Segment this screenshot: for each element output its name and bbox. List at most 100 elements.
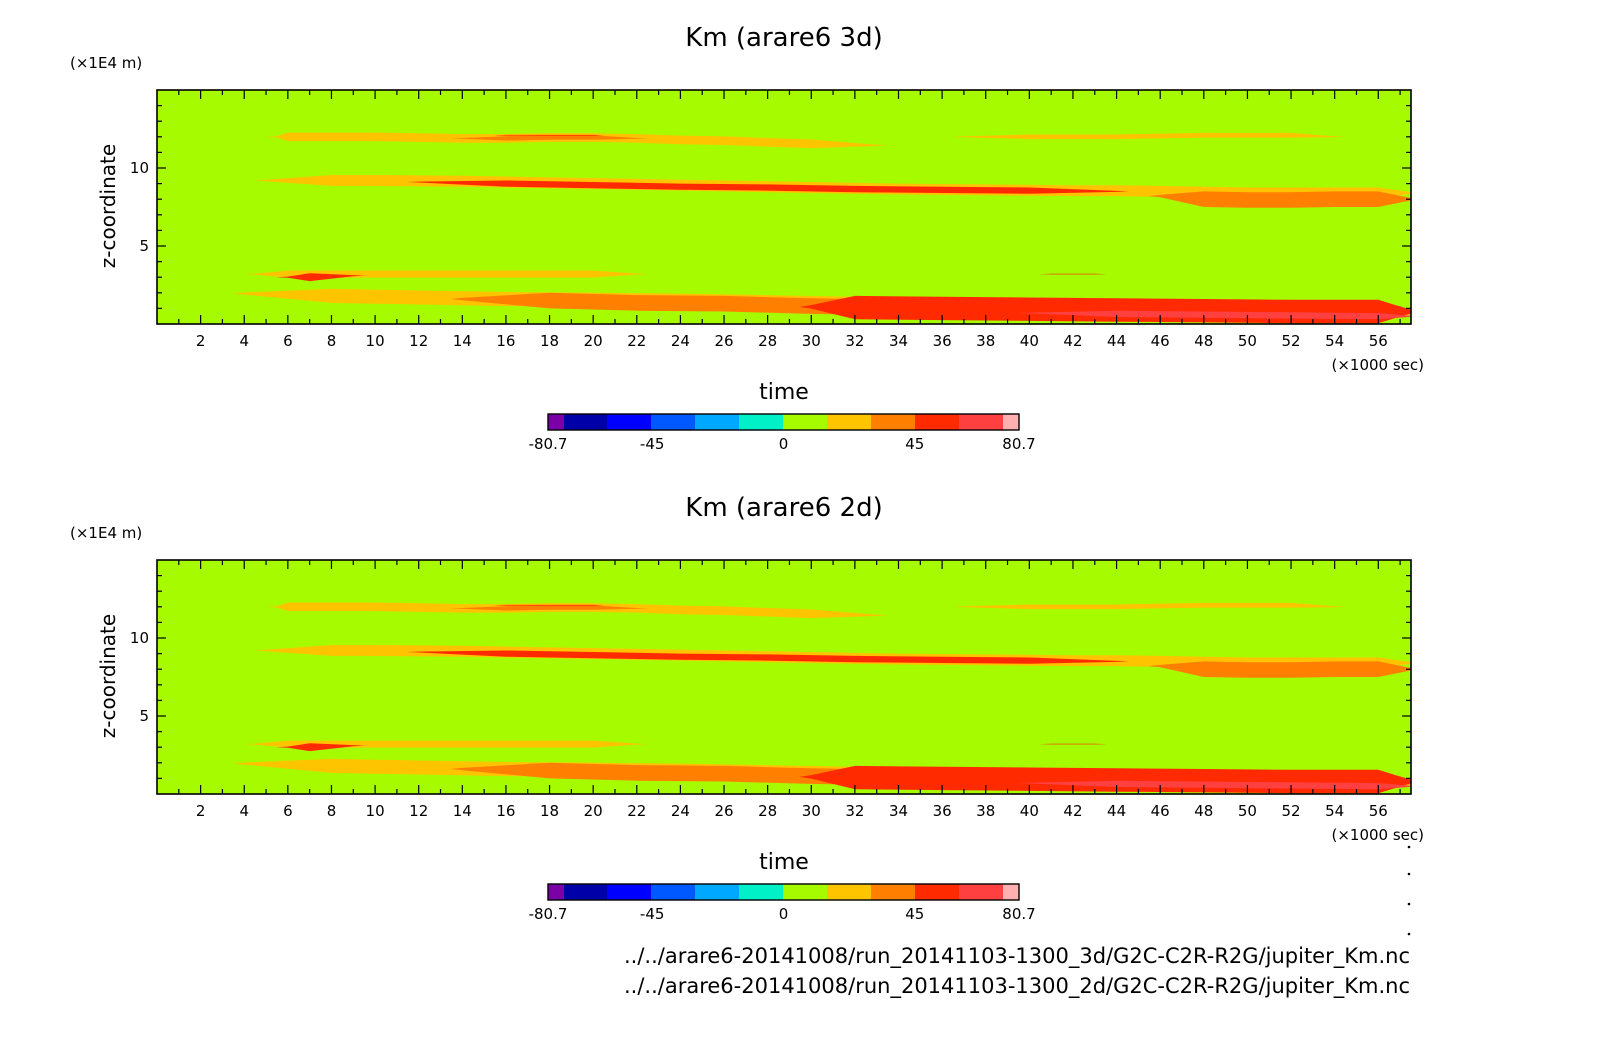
x-tick-label: 34 — [889, 332, 908, 350]
x-tick-label: 42 — [1063, 802, 1082, 820]
colorbar-segment — [564, 414, 607, 430]
x-tick-label: 20 — [584, 802, 603, 820]
colorbar-segment — [651, 414, 695, 430]
contour-band — [275, 273, 366, 282]
x-tick-label: 40 — [1020, 332, 1039, 350]
x-tick-label: 54 — [1325, 802, 1344, 820]
contour-band — [275, 743, 366, 752]
colorbar-segment — [1003, 884, 1019, 900]
colorbar-segment — [548, 414, 564, 430]
chart-title: Km (arare6 3d) — [685, 23, 882, 53]
contour-band — [406, 180, 1129, 194]
contour-band — [1148, 191, 1411, 208]
colorbar-frame — [547, 413, 1020, 431]
plot-frame — [156, 559, 1412, 795]
contour-band — [264, 132, 889, 149]
contour-band — [493, 134, 606, 136]
y-tick-label: 10 — [130, 159, 149, 177]
colorbar-tick-label: 0 — [779, 905, 789, 923]
contour-background — [157, 90, 1411, 324]
x-tick-label: 8 — [327, 332, 337, 350]
colorbar-segment — [548, 884, 564, 900]
x-tick-label: 4 — [239, 802, 249, 820]
contour-band-core — [450, 605, 649, 611]
x-tick-label: 46 — [1151, 332, 1170, 350]
x-tick-label: 26 — [714, 332, 733, 350]
colorbar-segment — [607, 884, 651, 900]
colorbar-tick-label: 45 — [905, 435, 924, 453]
file-path-2d: ../../arare6-20141008/run_20141103-1300_… — [624, 974, 1410, 999]
colorbar-tick-label: -45 — [640, 905, 665, 923]
margin-dots — [1407, 845, 1411, 936]
x-tick-label: 16 — [496, 332, 515, 350]
x-tick-label: 52 — [1282, 332, 1301, 350]
contour-bands — [232, 132, 1411, 324]
y-tick-label: 10 — [130, 629, 149, 647]
colorbar-segment — [739, 884, 783, 900]
colorbar-segment — [1003, 414, 1019, 430]
x-tick-label: 22 — [627, 332, 646, 350]
x-tick-label: 24 — [671, 802, 690, 820]
x-tick-label: 36 — [933, 802, 952, 820]
plot-area: 2 4 6 8 10 12 14 16 18 20 22 24 26 28 30 32 34 36 38 40 42 44… — [130, 559, 1412, 820]
x-tick-label: 26 — [714, 802, 733, 820]
contour-band — [1039, 273, 1107, 275]
colorbar-tick-label: 45 — [905, 905, 924, 923]
contour-band — [1017, 310, 1411, 320]
x-tick-label: 22 — [627, 802, 646, 820]
x-tick-label: 8 — [327, 802, 337, 820]
colorbar-tick-label: -80.7 — [529, 435, 568, 453]
x-tick-label: 10 — [366, 802, 385, 820]
colorbar-segment — [871, 884, 915, 900]
plot-frame — [156, 89, 1412, 325]
x-tick-label: 30 — [802, 332, 821, 350]
x-tick-label: 20 — [584, 332, 603, 350]
x-tick-label: 18 — [540, 332, 559, 350]
x-tick-label: 2 — [196, 332, 206, 350]
contour-band — [951, 602, 1347, 610]
x-tick-label: 28 — [758, 332, 777, 350]
x-tick-label: 38 — [976, 332, 995, 350]
colorbar-segment — [651, 884, 695, 900]
x-tick-label: 40 — [1020, 802, 1039, 820]
x-tick-label: 50 — [1238, 802, 1257, 820]
contour-band — [493, 604, 606, 606]
colorbar-segment — [915, 884, 959, 900]
plot-area: 2 4 6 8 10 12 14 16 18 20 22 24 26 28 30 32 34 36 38 40 42 44… — [130, 89, 1412, 350]
colorbar-tick-label: 80.7 — [1002, 435, 1035, 453]
x-tick-label: 44 — [1107, 802, 1126, 820]
contour-band — [264, 602, 889, 619]
x-tick-label: 46 — [1151, 802, 1170, 820]
colorbar-segment — [871, 414, 915, 430]
x-tick-label: 28 — [758, 802, 777, 820]
colorbar-segment — [695, 884, 739, 900]
y-unit-label: (×1E4 m) — [70, 524, 142, 542]
colorbar-segment — [783, 414, 827, 430]
x-tick-label: 36 — [933, 332, 952, 350]
colorbar-segment — [564, 884, 607, 900]
colorbar-segment — [783, 884, 827, 900]
x-tick-label: 54 — [1325, 332, 1344, 350]
colorbar-segment — [959, 884, 1003, 900]
contour-bands — [232, 602, 1411, 794]
x-unit-label: (×1000 sec) — [1331, 356, 1424, 374]
x-tick-label: 24 — [671, 332, 690, 350]
x-tick-label: 42 — [1063, 332, 1082, 350]
colorbar-segment — [739, 414, 783, 430]
file-path-3d: ../../arare6-20141008/run_20141103-1300_… — [624, 944, 1410, 969]
x-tick-label: 2 — [196, 802, 206, 820]
y-axis-label: z-coordinate — [96, 614, 120, 738]
x-tick-label: 30 — [802, 802, 821, 820]
y-axis-label: z-coordinate — [96, 144, 120, 268]
x-tick-label: 6 — [283, 332, 293, 350]
contour-band — [799, 765, 1411, 794]
x-axis-label: time — [759, 380, 809, 405]
colorbar-segment — [959, 414, 1003, 430]
x-tick-label: 56 — [1369, 802, 1388, 820]
colorbar-segment — [695, 414, 739, 430]
colorbar-tick-label: -45 — [640, 435, 665, 453]
x-tick-label: 38 — [976, 802, 995, 820]
x-tick-label: 44 — [1107, 332, 1126, 350]
